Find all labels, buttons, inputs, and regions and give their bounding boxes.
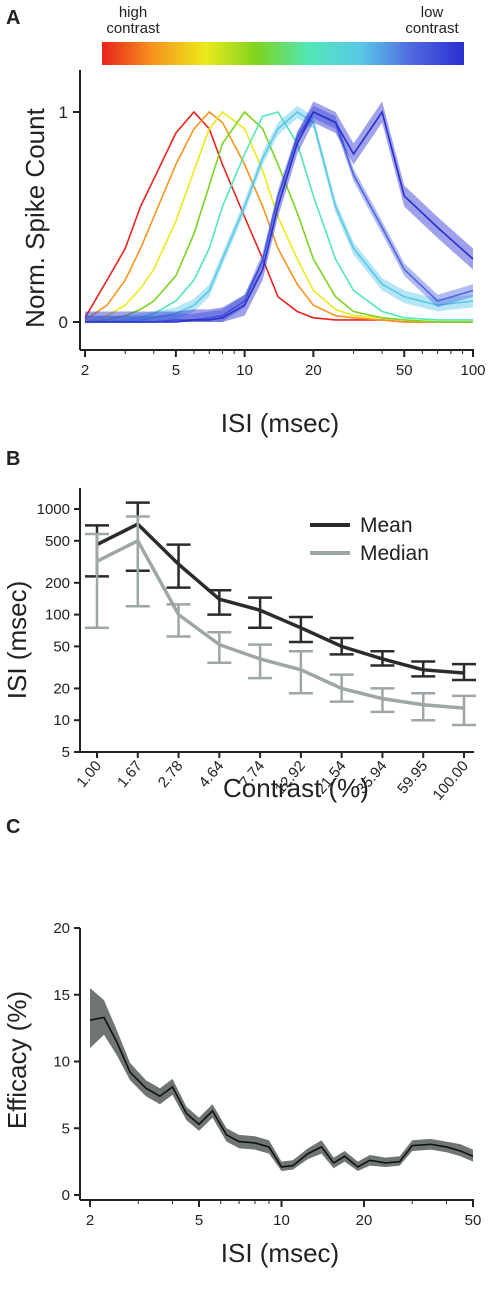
colorbar-high-contrast-label: high contrast <box>106 4 160 37</box>
panel-b-series-line <box>96 538 465 710</box>
panel-c-y-tick-label: 0 <box>62 1187 70 1204</box>
panel-a-x-tick-label: 20 <box>305 362 322 379</box>
panel-b-x-tick-label: 1.00 <box>73 758 105 791</box>
panel-c-x-tick-label: 10 <box>273 1212 290 1229</box>
panel-b-error-bar <box>329 636 354 656</box>
panel-a-series-line <box>84 110 473 323</box>
panel-b-y-axis-label: ISI (msec) <box>2 581 32 699</box>
panel-a-x-axis-label: ISI (msec) <box>221 408 339 438</box>
panel-b-error-bar <box>370 649 395 667</box>
panel-b-y-tick-label: 500 <box>45 533 70 550</box>
panel-c-x-axis-label: ISI (msec) <box>221 1238 339 1268</box>
colorbar-low-contrast-label: low contrast <box>405 4 459 37</box>
panel-b-legend-label: Mean <box>360 514 413 537</box>
panel-c-series-line <box>89 1016 474 1168</box>
panel-b-x-tick-label: 59.95 <box>394 758 431 798</box>
panel-a-x-tick-label: 100 <box>460 362 485 379</box>
panel-b-error-bar <box>288 615 313 644</box>
panel-a-x-tick-label: 50 <box>396 362 413 379</box>
panel-letter-a: A <box>6 7 20 29</box>
colorbar: high contrast low contrast <box>102 4 464 65</box>
panel-b-error-bar <box>452 694 476 727</box>
panel-a-x-tick-label: 2 <box>81 362 89 379</box>
panel-b-error-bar <box>166 603 191 638</box>
panel-c-x-tick-label: 20 <box>356 1212 373 1229</box>
panel-a-series-band <box>85 101 473 322</box>
colorbar-gradient <box>102 42 464 65</box>
panel-c-y-tick-label: 5 <box>62 1120 70 1137</box>
panel-c-error-band <box>90 988 473 1171</box>
panel-b-error-bar <box>288 649 313 695</box>
panel-a-series-line <box>85 110 474 323</box>
panel-b-error-bar <box>411 660 436 678</box>
panel-c-x-tick-label: 50 <box>465 1212 482 1229</box>
panel-b-error-bar <box>125 515 150 608</box>
panel-b-error-bar <box>329 673 354 703</box>
panel-a-series-band <box>85 105 473 322</box>
panel-a-x-tick-label: 10 <box>236 362 253 379</box>
panel-b-y-tick-label: 10 <box>53 712 70 729</box>
panel-b-error-bar <box>248 596 273 630</box>
panel-a-series-line <box>85 111 473 323</box>
panel-b-legend-label: Median <box>360 542 429 565</box>
panel-b-error-bar <box>248 643 273 680</box>
panel-a-chart: 2 5 10 20 50 100 0 1 ISI (msec) Norm. Spike Cou… <box>20 70 486 438</box>
panel-b-series-line <box>96 521 465 675</box>
panel-b-error-bar <box>452 662 476 682</box>
panel-b-error-bar <box>207 589 232 616</box>
panel-b-y-tick-label: 20 <box>53 680 70 697</box>
panel-b-y-tick-label: 5 <box>62 744 70 761</box>
panel-b-error-bar <box>370 687 395 714</box>
panel-b-y-tick-label: 1000 <box>37 501 70 518</box>
panel-b-y-tick-label: 100 <box>45 607 70 624</box>
panel-a-y-tick-label: 0 <box>59 313 68 332</box>
panel-a-series-line <box>85 110 474 323</box>
panel-a-series-line <box>85 110 474 323</box>
panel-letter-c: C <box>6 816 20 838</box>
panel-a-series-line <box>84 110 473 323</box>
panel-c-y-axis-label: Efficacy (%) <box>2 991 32 1129</box>
panel-c-x-tick-label: 2 <box>86 1212 94 1229</box>
panel-b-error-bar <box>85 532 109 630</box>
panel-c-y-tick-label: 15 <box>53 987 70 1004</box>
panel-a-y-tick-label: 1 <box>59 103 68 122</box>
panel-a-x-tick-label: 5 <box>172 362 180 379</box>
panel-a-y-axis-label: Norm. Spike Count <box>20 107 50 327</box>
panel-a-series-line <box>84 110 473 323</box>
panel-c-x-tick-label: 5 <box>195 1212 203 1229</box>
panel-b-x-tick-label: 2.78 <box>155 758 187 791</box>
panel-b-y-tick-label: 50 <box>53 638 70 655</box>
panel-b-legend: Mean Median <box>310 514 429 565</box>
panel-b-error-bar <box>411 692 436 722</box>
panel-letter-b: B <box>6 448 20 470</box>
panel-b-x-tick-label: 1.67 <box>114 758 146 791</box>
panel-b-y-tick-label: 200 <box>45 575 70 592</box>
panel-c-y-tick-label: 10 <box>53 1054 70 1071</box>
panel-c-y-tick-label: 20 <box>53 920 70 937</box>
panel-b-x-tick-label: 100.00 <box>430 758 473 804</box>
panel-b-error-bar <box>207 631 232 665</box>
panel-b-x-axis-label: Contrast (%) <box>223 773 369 803</box>
panel-b-error-bar <box>166 543 191 589</box>
panel-a-series-band <box>85 105 473 322</box>
panel-a-series-line <box>84 110 473 323</box>
